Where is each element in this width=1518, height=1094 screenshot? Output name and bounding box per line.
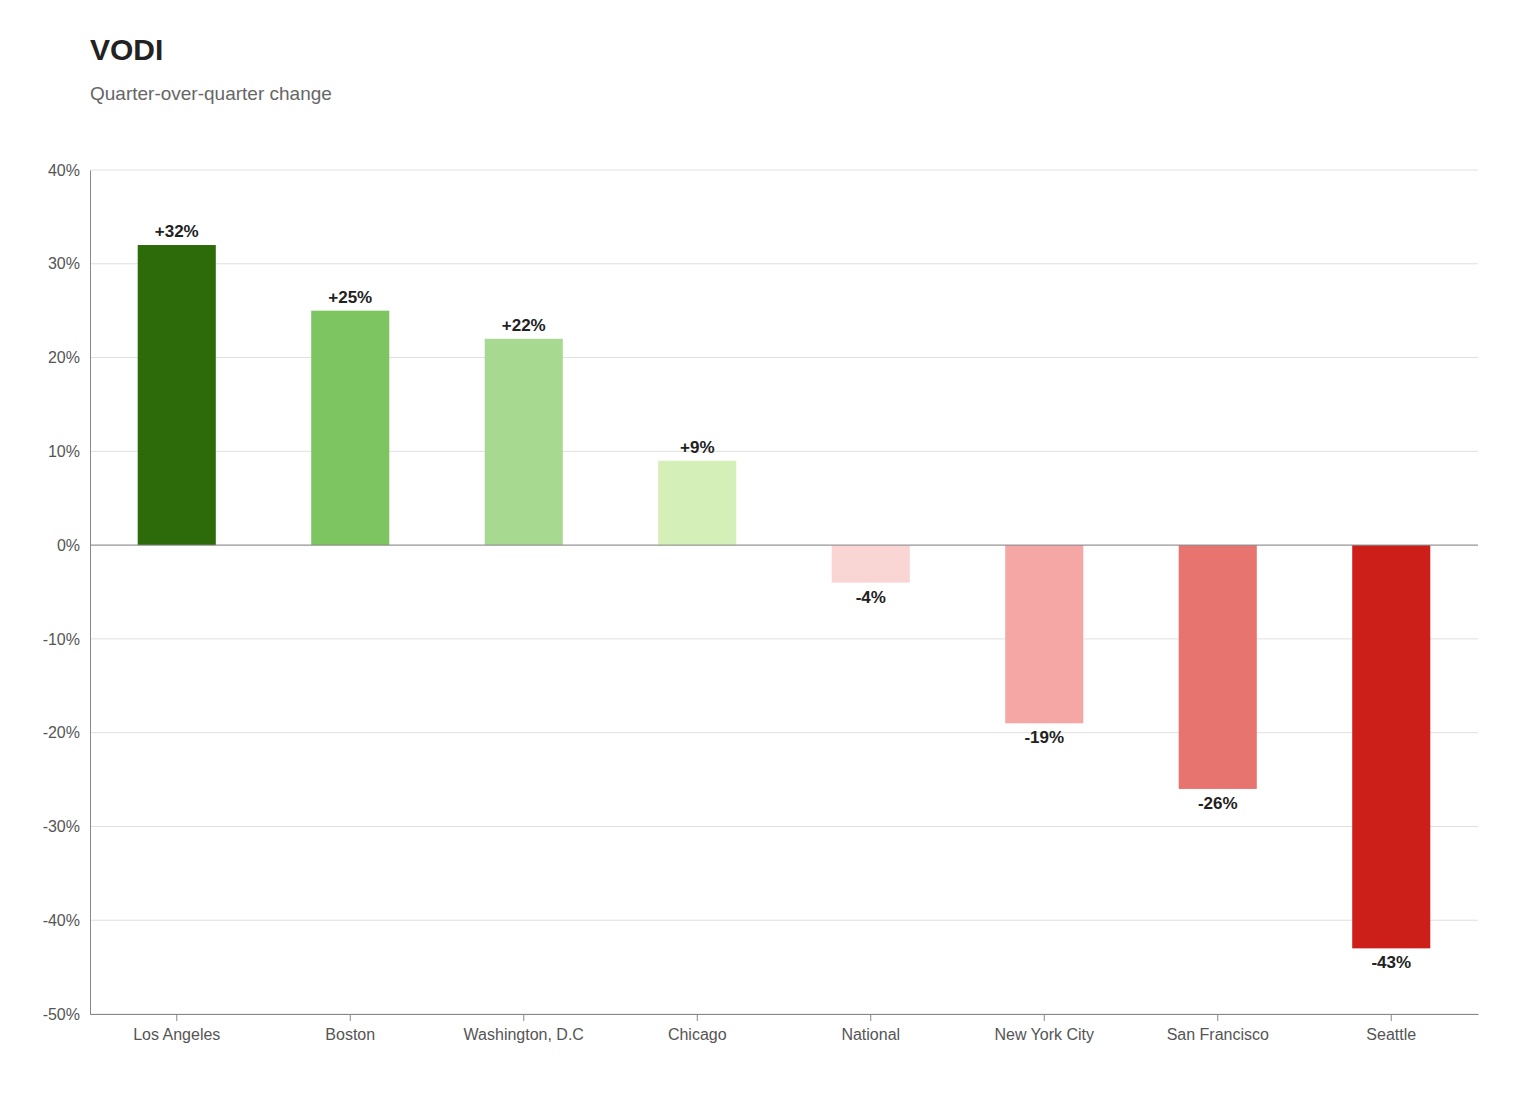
chart: VODIQuarter-over-quarter change-50%-40%-… bbox=[0, 0, 1518, 1094]
y-tick-label: 20% bbox=[48, 349, 80, 366]
x-tick-mark bbox=[1217, 1014, 1218, 1021]
x-tick-mark bbox=[1044, 1014, 1045, 1021]
x-tick-mark bbox=[1391, 1014, 1392, 1021]
bar bbox=[832, 545, 910, 583]
grid-line bbox=[90, 826, 1478, 827]
x-tick-label: Boston bbox=[325, 1026, 375, 1043]
data-label: +25% bbox=[328, 288, 372, 307]
y-tick: -10% bbox=[43, 631, 90, 648]
baseline bbox=[90, 545, 1478, 546]
grid-line bbox=[90, 545, 1478, 546]
x-tick: Seattle bbox=[1366, 1014, 1416, 1043]
plot: -50% -40% -30% -20% -10% 0% 10% 20% 30% 40% Los An… bbox=[43, 162, 1479, 1044]
grid-line bbox=[90, 920, 1478, 921]
bars bbox=[138, 245, 1431, 948]
y-tick-label: 40% bbox=[48, 162, 80, 179]
x-tick-mark bbox=[176, 1014, 177, 1021]
data-label: +9% bbox=[680, 438, 715, 457]
grid-line bbox=[90, 170, 1478, 171]
data-label: -19% bbox=[1024, 728, 1064, 747]
grid-line bbox=[90, 451, 1478, 452]
y-tick-label: 10% bbox=[48, 443, 80, 460]
y-tick-label: 0% bbox=[57, 537, 80, 554]
bar bbox=[1352, 545, 1430, 948]
x-tick-label: Chicago bbox=[668, 1026, 727, 1043]
x-tick-mark bbox=[350, 1014, 351, 1021]
x-tick-label: National bbox=[841, 1026, 900, 1043]
bar bbox=[485, 339, 563, 545]
x-tick: New York City bbox=[994, 1014, 1094, 1043]
grid-line bbox=[90, 263, 1478, 264]
bar bbox=[1005, 545, 1083, 723]
x-tick: Los Angeles bbox=[133, 1014, 220, 1043]
y-tick: 0% bbox=[57, 537, 90, 554]
y-tick: 40% bbox=[48, 162, 90, 179]
y-tick: -50% bbox=[43, 1006, 90, 1023]
y-tick: 20% bbox=[48, 349, 90, 366]
data-label: -26% bbox=[1198, 794, 1238, 813]
x-tick: Washington, D.C bbox=[464, 1014, 584, 1043]
bar bbox=[1179, 545, 1257, 789]
grid-line bbox=[90, 357, 1478, 358]
x-tick: Boston bbox=[325, 1014, 375, 1043]
data-labels: +32% +25% +22% +9% -4% -19% -26% -43% bbox=[155, 222, 1411, 972]
grid-line bbox=[90, 732, 1478, 733]
data-label: -43% bbox=[1371, 953, 1411, 972]
y-tick-label: -40% bbox=[43, 912, 80, 929]
y-tick-label: -10% bbox=[43, 631, 80, 648]
x-tick-label: San Francisco bbox=[1167, 1026, 1269, 1043]
x-axis-line bbox=[91, 1014, 1479, 1015]
data-label: -4% bbox=[856, 588, 886, 607]
title: VODI bbox=[90, 33, 163, 66]
bar bbox=[658, 461, 736, 545]
x-tick-mark bbox=[523, 1014, 524, 1021]
x-tick-label: Seattle bbox=[1366, 1026, 1416, 1043]
y-axis-line bbox=[90, 171, 91, 1015]
bar bbox=[138, 245, 216, 545]
subtitle: Quarter-over-quarter change bbox=[90, 83, 332, 104]
x-axis: Los Angeles Boston Washington, D.C Chicago N… bbox=[91, 1014, 1479, 1043]
data-label: +22% bbox=[502, 316, 546, 335]
y-tick: 10% bbox=[48, 443, 90, 460]
data-label: +32% bbox=[155, 222, 199, 241]
y-tick: 30% bbox=[48, 255, 90, 272]
grid-line bbox=[90, 1014, 1478, 1015]
x-tick: San Francisco bbox=[1167, 1014, 1269, 1043]
x-tick-label: Washington, D.C bbox=[464, 1026, 584, 1043]
y-tick: -20% bbox=[43, 724, 90, 741]
x-tick: Chicago bbox=[668, 1014, 727, 1043]
x-tick-label: Los Angeles bbox=[133, 1026, 220, 1043]
x-tick-mark bbox=[870, 1014, 871, 1021]
x-tick-label: New York City bbox=[994, 1026, 1094, 1043]
y-tick-label: -50% bbox=[43, 1006, 80, 1023]
bar bbox=[311, 311, 389, 545]
y-tick-label: 30% bbox=[48, 255, 80, 272]
y-tick: -40% bbox=[43, 912, 90, 929]
grid-line bbox=[90, 638, 1478, 639]
grid bbox=[90, 170, 1478, 1014]
y-axis: -50% -40% -30% -20% -10% 0% 10% 20% 30% 40% bbox=[43, 162, 91, 1023]
x-tick: National bbox=[841, 1014, 900, 1043]
y-tick-label: -30% bbox=[43, 818, 80, 835]
y-tick-label: -20% bbox=[43, 724, 80, 741]
y-tick: -30% bbox=[43, 818, 90, 835]
x-tick-mark bbox=[697, 1014, 698, 1021]
